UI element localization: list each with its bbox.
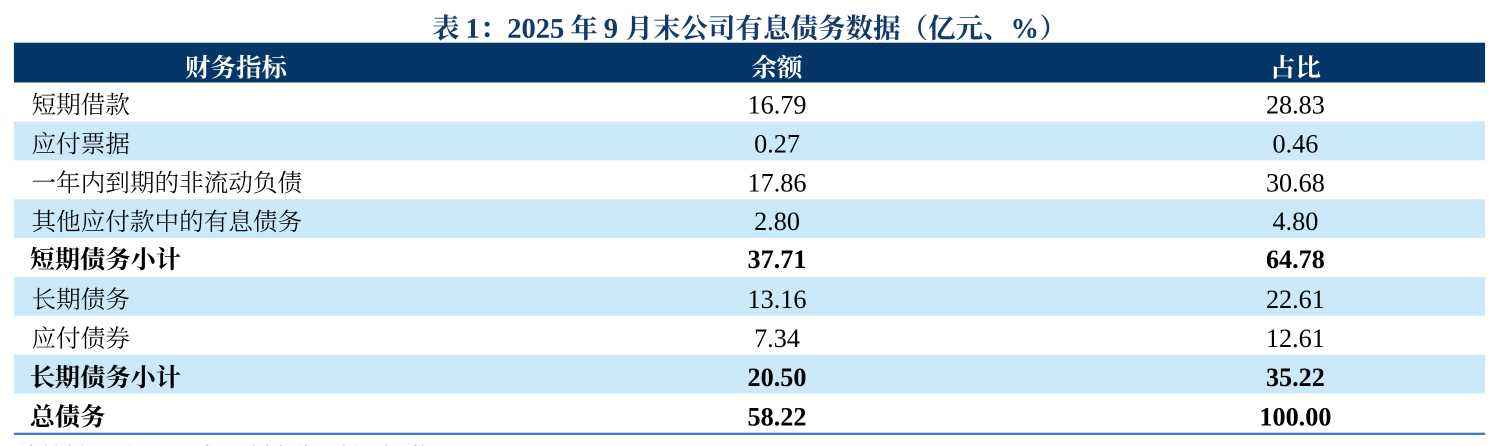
svg-text:0.46: 0.46 xyxy=(1272,129,1318,158)
svg-text:16.79: 16.79 xyxy=(748,90,807,119)
svg-text:0.27: 0.27 xyxy=(754,129,800,158)
svg-text:2.80: 2.80 xyxy=(754,207,800,236)
svg-text:20.50: 20.50 xyxy=(748,363,807,392)
svg-text:35.22: 35.22 xyxy=(1266,363,1325,392)
svg-text:7.34: 7.34 xyxy=(754,324,800,353)
svg-text:12.61: 12.61 xyxy=(1266,324,1325,353)
svg-text:28.83: 28.83 xyxy=(1266,90,1325,119)
svg-text:37.71: 37.71 xyxy=(748,245,807,274)
svg-text:17.86: 17.86 xyxy=(748,168,807,197)
svg-text:64.78: 64.78 xyxy=(1266,245,1325,274)
svg-text:30.68: 30.68 xyxy=(1266,168,1325,197)
svg-text:58.22: 58.22 xyxy=(748,403,807,432)
svg-text:13.16: 13.16 xyxy=(748,285,807,314)
svg-text:100.00: 100.00 xyxy=(1259,403,1331,432)
svg-text:22.61: 22.61 xyxy=(1266,285,1325,314)
svg-text:4.80: 4.80 xyxy=(1272,207,1318,236)
